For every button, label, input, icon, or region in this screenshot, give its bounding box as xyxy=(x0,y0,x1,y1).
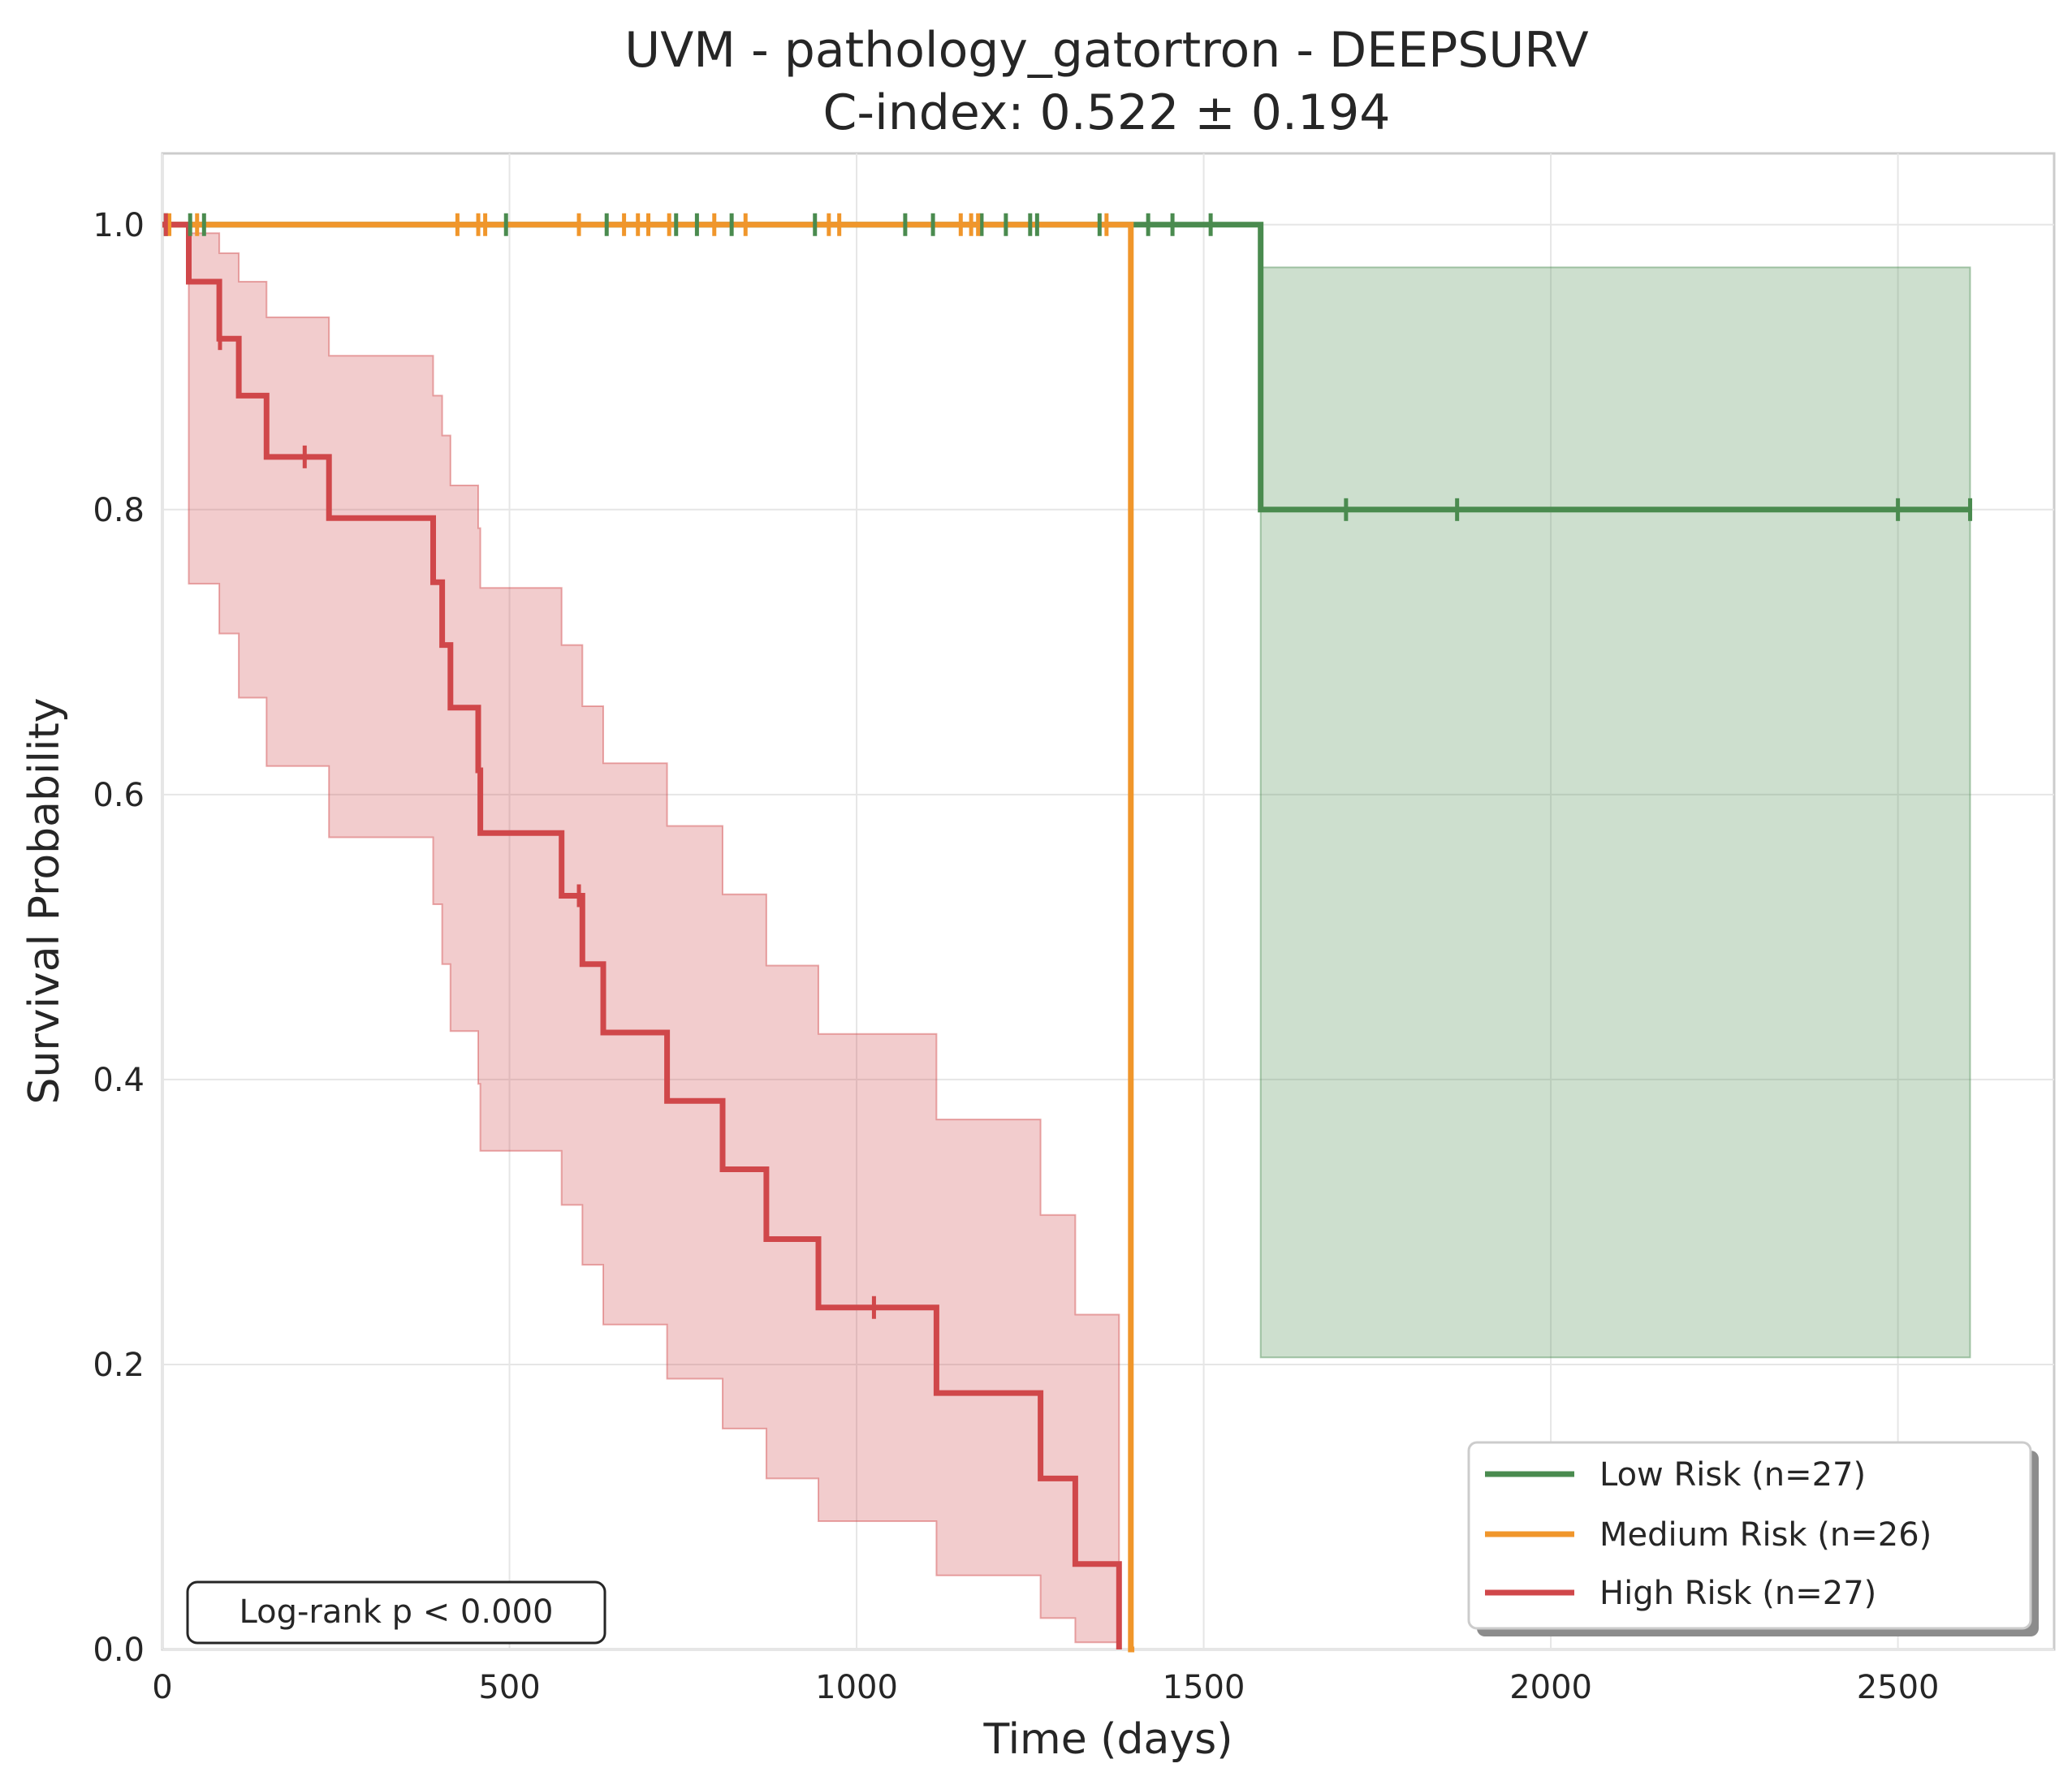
x-tick-label: 1000 xyxy=(815,1669,898,1706)
legend-box xyxy=(1467,1441,2032,1630)
plot-area xyxy=(161,152,2056,1651)
y-axis-label: Survival Probability xyxy=(20,697,69,1104)
ci-band-high-risk xyxy=(162,223,1120,1649)
annotation-box xyxy=(186,1580,606,1645)
x-tick-label: 2500 xyxy=(1857,1669,1940,1706)
y-tick-label: 0.0 xyxy=(93,1632,145,1669)
legend-label-high-risk: High Risk (n=27) xyxy=(1599,1575,1876,1612)
logrank-annotation: Log-rank p < 0.000 xyxy=(186,1580,606,1645)
y-tick-label: 1.0 xyxy=(93,207,145,244)
x-tick-label: 1500 xyxy=(1163,1669,1245,1706)
curve-high-risk xyxy=(162,222,1122,1649)
x-axis-label: Time (days) xyxy=(982,1715,1232,1764)
y-tick-label: 0.4 xyxy=(93,1062,145,1099)
y-tick-label: 0.6 xyxy=(93,777,145,814)
x-tick-label: 500 xyxy=(478,1669,540,1706)
y-tick-label: 0.8 xyxy=(93,492,145,529)
legend-label-medium-risk: Medium Risk (n=26) xyxy=(1599,1516,1932,1554)
legend-label-low-risk: Low Risk (n=27) xyxy=(1599,1456,1866,1494)
chart-title: UVM - pathology_gatortron - DEEPSURV xyxy=(624,22,1588,79)
chart-subtitle: C-index: 0.522 ± 0.194 xyxy=(823,84,1391,141)
legend: Low Risk (n=27) Medium Risk (n=26) High … xyxy=(1467,1441,2039,1636)
annotation-text: Log-rank p < 0.000 xyxy=(240,1593,554,1631)
x-tick-label: 0 xyxy=(152,1669,172,1706)
censor-marks xyxy=(163,213,1973,1319)
x-axis-ticks: 0 500 1000 1500 2000 2500 xyxy=(152,1669,1939,1706)
x-tick-label: 2000 xyxy=(1509,1669,1592,1706)
y-axis-ticks: 0.0 0.2 0.4 0.6 0.8 1.0 xyxy=(93,207,145,1669)
y-tick-label: 0.2 xyxy=(93,1347,145,1384)
